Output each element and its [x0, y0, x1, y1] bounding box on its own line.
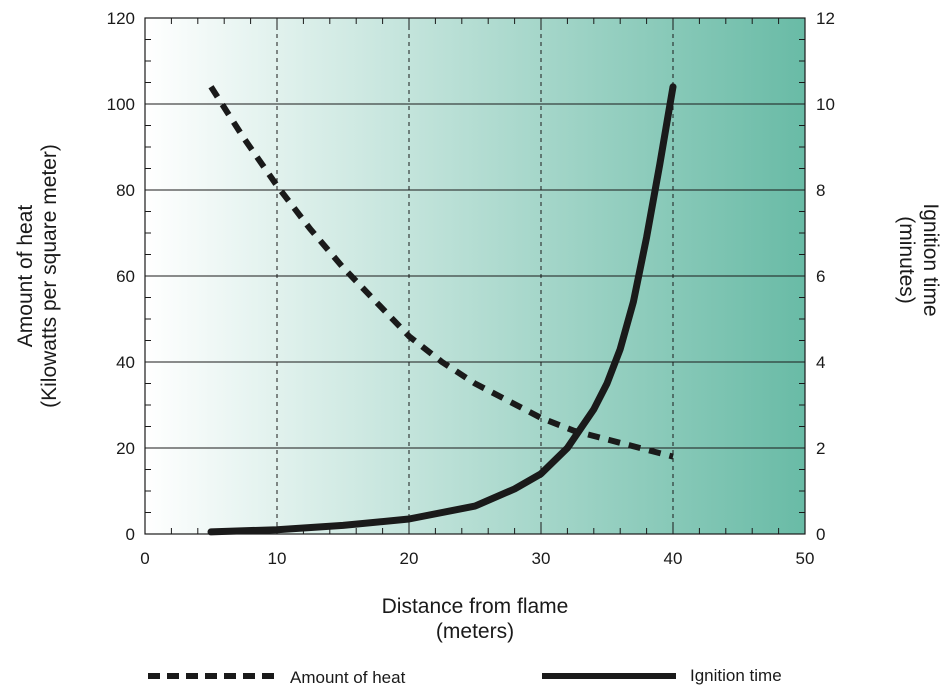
y-right-axis-title-line1: Ignition time	[919, 203, 942, 316]
y-left-tick-label: 60	[116, 267, 135, 286]
y-left-tick-label: 80	[116, 181, 135, 200]
x-tick-label: 50	[796, 549, 815, 568]
y-right-tick-label: 12	[816, 9, 835, 28]
y-right-tick-label: 8	[816, 181, 825, 200]
y-left-tick-label: 40	[116, 353, 135, 372]
x-tick-label: 30	[532, 549, 551, 568]
series-line-ignition-time	[207, 83, 677, 536]
x-axis-title-line1: Distance from flame	[382, 595, 569, 618]
x-axis-title-line2: (meters)	[436, 620, 514, 643]
grid	[145, 18, 805, 534]
y-left-tick-label: 100	[107, 95, 135, 114]
y-left-axis-title-line2: (Kilowatts per square meter)	[38, 144, 61, 408]
y-left-tick-label: 120	[107, 9, 135, 28]
y-left-tick-label: 20	[116, 439, 135, 458]
x-tick-label: 20	[400, 549, 419, 568]
y-right-tick-label: 10	[816, 95, 835, 114]
y-right-tick-label: 4	[816, 353, 825, 372]
series-line-amount-of-heat	[208, 85, 674, 460]
legend-label-heat: Amount of heat	[290, 668, 406, 687]
series	[207, 83, 677, 536]
y-left-tick-label: 0	[126, 525, 135, 544]
y-right-axis-title-line2: (minutes)	[895, 216, 918, 304]
x-tick-label: 0	[140, 549, 149, 568]
x-tick-label: 10	[268, 549, 287, 568]
y-right-tick-label: 6	[816, 267, 825, 286]
legend-label-ignition: Ignition time	[690, 666, 782, 685]
legend: Amount of heat Ignition time	[148, 666, 782, 687]
y-left-axis-title-line1: Amount of heat	[14, 205, 37, 348]
y-right-tick-label: 2	[816, 439, 825, 458]
plot-frame	[144, 17, 806, 535]
y-right-tick-label: 0	[816, 525, 825, 544]
x-tick-label: 40	[664, 549, 683, 568]
